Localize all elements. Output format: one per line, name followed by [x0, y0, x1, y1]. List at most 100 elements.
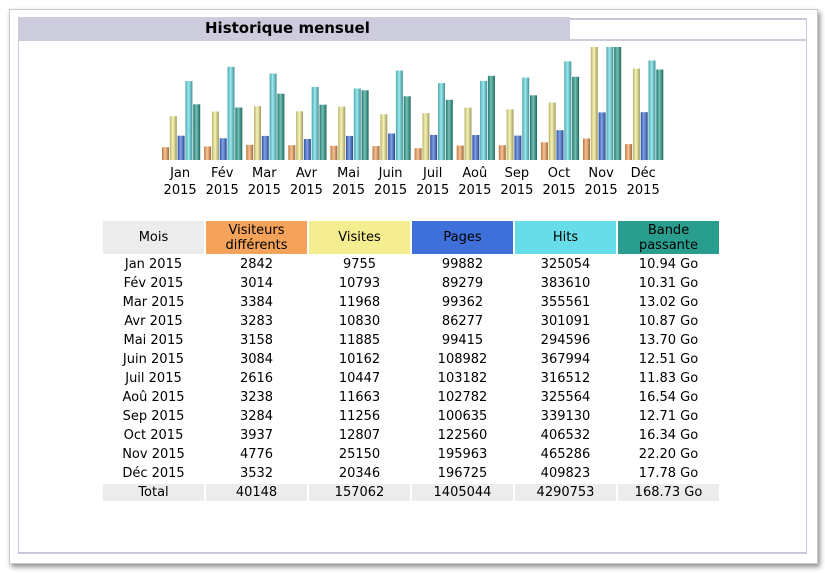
bar-visitors-2 [246, 144, 254, 160]
x-tick-year: 2015 [206, 183, 239, 198]
cell-pages: 99362 [441, 295, 484, 310]
cell-visiteurs: 3238 [239, 390, 274, 405]
cell-bande: 13.02 Go [638, 295, 699, 310]
cell-visites: 11663 [338, 390, 381, 405]
bar-pages-9 [556, 130, 564, 160]
bar-pages-8 [514, 135, 522, 160]
x-tick-year: 2015 [627, 183, 660, 198]
x-tick-year: 2015 [458, 183, 491, 198]
bar-hits-3 [311, 86, 319, 160]
cell-bande: 13.70 Go [638, 333, 699, 348]
bar-pages-1 [219, 138, 227, 160]
cell-mois: Sep 2015 [122, 409, 185, 424]
bar-visitors-8 [498, 145, 506, 160]
cell-visites: 9755 [342, 257, 377, 272]
cell-mois: Jan 2015 [124, 257, 183, 272]
bar-visits-9 [548, 102, 556, 160]
cell-visiteurs: 2616 [239, 371, 274, 386]
cell-bande: 12.71 Go [638, 409, 699, 424]
cell-hits: 325564 [540, 390, 591, 405]
cell-mois: Aoû 2015 [122, 390, 185, 405]
bar-hits-0 [185, 81, 193, 160]
bar-visitors-5 [372, 146, 380, 160]
cell-visites: 10447 [338, 371, 381, 386]
header-bande-passante: Bande passante [618, 221, 719, 254]
total-visiteurs: 40148 [206, 484, 307, 501]
bar-pages-10 [598, 112, 606, 160]
cell-visiteurs: 3283 [239, 314, 274, 329]
bar-visits-0 [169, 116, 177, 160]
table-row: Nov 2015 4776 25150 195963 465286 22.20 Go [103, 446, 719, 463]
cell-pages: 86277 [441, 314, 484, 329]
bar-visits-3 [296, 111, 304, 160]
title-rule [18, 39, 806, 41]
bar-hits-11 [648, 60, 656, 160]
x-tick-month: Juil [422, 166, 442, 181]
bar-visits-4 [338, 106, 346, 160]
bar-pages-2 [261, 135, 269, 160]
table-total-row: Total 40148 157062 1405044 4290753 168.73 Go [103, 484, 719, 501]
cell-bande: 12.51 Go [638, 352, 699, 367]
cell-mois: Déc 2015 [122, 466, 185, 481]
cell-visiteurs: 3284 [239, 409, 274, 424]
bar-hits-1 [227, 66, 235, 160]
cell-mois: Juin 2015 [122, 352, 185, 367]
cell-visiteurs: 4776 [239, 447, 274, 462]
panel-title: Historique mensuel [205, 19, 370, 37]
cell-visiteurs: 3084 [239, 352, 274, 367]
bar-pages-4 [346, 135, 353, 160]
table-row: Jan 2015 2842 9755 99882 325054 10.94 Go [103, 256, 719, 273]
cell-visites: 25150 [338, 447, 381, 462]
cell-visiteurs: 3937 [239, 428, 274, 443]
x-tick-year: 2015 [290, 183, 323, 198]
x-tick-month: Avr [296, 166, 318, 181]
x-tick-month: Sep [505, 166, 530, 181]
bar-visitors-0 [162, 147, 169, 160]
bar-bandwidth-11 [656, 69, 664, 160]
cell-pages: 108982 [437, 352, 488, 367]
cell-bande: 22.20 Go [638, 447, 699, 462]
bar-bandwidth-5 [403, 96, 411, 160]
cell-visiteurs: 3384 [239, 295, 274, 310]
bar-visits-1 [211, 111, 219, 160]
cell-visites: 10793 [338, 276, 381, 291]
bar-bandwidth-4 [361, 90, 369, 160]
bar-hits-4 [353, 88, 361, 160]
bar-bandwidth-9 [572, 76, 580, 160]
table-row: Aoû 2015 3238 11663 102782 325564 16.54 Go [103, 389, 719, 406]
x-tick-month: Déc [631, 166, 656, 181]
cell-pages: 99882 [441, 257, 484, 272]
bar-visits-8 [506, 109, 514, 160]
cell-bande: 10.87 Go [638, 314, 699, 329]
cell-hits: 355561 [540, 295, 591, 310]
cell-hits: 465286 [540, 447, 591, 462]
cell-pages: 195963 [437, 447, 488, 462]
x-tick-month: Aoû [462, 166, 487, 181]
x-tick-year: 2015 [248, 183, 281, 198]
bar-visits-7 [464, 107, 472, 160]
cell-hits: 406532 [540, 428, 591, 443]
cell-bande: 16.34 Go [638, 428, 699, 443]
header-pages: Pages [412, 221, 513, 254]
bar-pages-3 [303, 139, 311, 160]
cell-hits: 316512 [540, 371, 591, 386]
cell-visites: 11256 [338, 409, 381, 424]
cell-hits: 301091 [540, 314, 591, 329]
bar-hits-9 [564, 61, 572, 160]
bar-visits-10 [590, 47, 598, 160]
x-tick-year: 2015 [542, 183, 575, 198]
x-tick-month: Oct [548, 166, 570, 181]
total-hits: 4290753 [515, 484, 616, 501]
header-hits: Hits [515, 221, 616, 254]
cell-visiteurs: 2842 [239, 257, 274, 272]
bar-pages-6 [430, 134, 438, 160]
table-row: Oct 2015 3937 12807 122560 406532 16.34 Go [103, 427, 719, 444]
cell-visiteurs: 3014 [239, 276, 274, 291]
cell-bande: 16.54 Go [638, 390, 699, 405]
bar-hits-7 [480, 80, 488, 160]
x-tick-month: Mai [337, 166, 360, 181]
cell-visites: 11885 [338, 333, 381, 348]
table-header-row: Mois Visiteurs différents Visites Pages H… [103, 221, 719, 254]
window-frame [9, 9, 818, 564]
cell-mois: Nov 2015 [122, 447, 185, 462]
